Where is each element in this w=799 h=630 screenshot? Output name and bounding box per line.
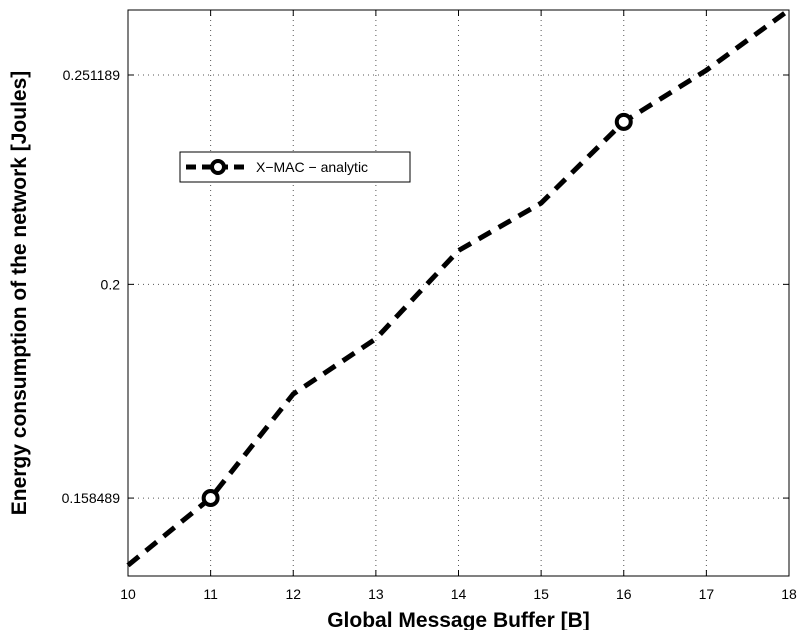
x-tick-label: 16 [616, 586, 632, 602]
x-tick-label: 10 [120, 586, 136, 602]
series [126, 7, 791, 568]
axis-ticks: 10 11 12 13 14 15 16 17 18 0.158489 0.2 0.251189 [62, 10, 797, 602]
series-marker [201, 489, 220, 508]
x-tick-label: 18 [781, 586, 797, 602]
series-line [126, 7, 791, 568]
plot-frame [127, 9, 790, 577]
y-axis-title: Energy consumption of the network [Joule… [8, 71, 31, 516]
x-tick-label: 13 [368, 586, 384, 602]
legend-marker-icon [210, 159, 226, 175]
y-tick-label: 0.2 [101, 276, 121, 292]
legend: X−MAC − analytic [179, 151, 411, 183]
x-tick-label: 14 [451, 586, 467, 602]
x-tick-label: 11 [203, 586, 218, 602]
grid [128, 10, 789, 576]
y-tick-label: 0.251189 [63, 67, 121, 83]
x-axis-title: Global Message Buffer [B] [327, 609, 590, 630]
y-tick-label: 0.158489 [62, 490, 121, 506]
x-tick-label: 12 [285, 586, 301, 602]
x-tick-label: 15 [533, 586, 549, 602]
legend-label: X−MAC − analytic [256, 159, 368, 175]
series-marker [614, 112, 633, 131]
x-tick-label: 17 [699, 586, 715, 602]
